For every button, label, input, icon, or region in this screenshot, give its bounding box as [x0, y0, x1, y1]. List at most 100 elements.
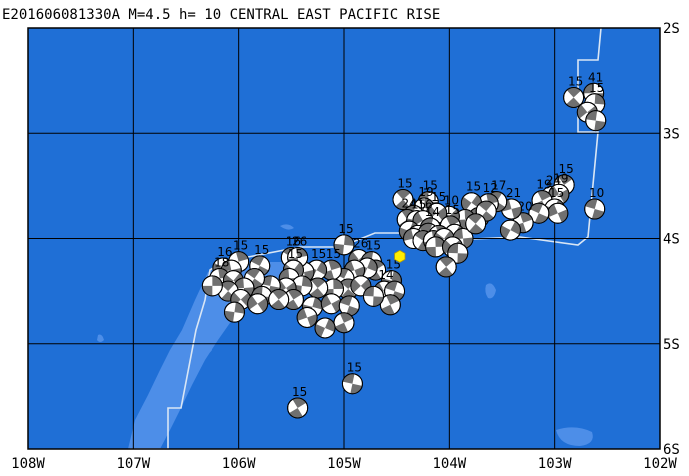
compressional-quadrant	[311, 277, 326, 288]
compressional-quadrant	[331, 299, 342, 313]
beachball-rim	[314, 317, 336, 339]
beachball-rim	[201, 275, 223, 297]
compressional-quadrant	[372, 296, 384, 307]
compressional-quadrant	[425, 246, 436, 257]
beachball-rim	[362, 285, 384, 307]
compressional-quadrant	[558, 189, 569, 203]
focal-mechanism: 15	[563, 74, 585, 108]
compressional-quadrant	[577, 104, 588, 119]
depth-label: 15	[423, 179, 438, 193]
beachball-rim	[287, 397, 309, 419]
beachball-rim	[341, 373, 363, 395]
compressional-quadrant	[234, 302, 245, 314]
compressional-quadrant	[310, 287, 325, 298]
lat-tick-label: 4S	[663, 232, 680, 248]
focal-mechanism	[314, 317, 336, 339]
depth-label: 15	[568, 74, 583, 88]
depth-label: 15	[288, 247, 303, 261]
compressional-quadrant	[224, 310, 235, 323]
compressional-quadrant	[566, 97, 581, 108]
compressional-quadrant	[391, 270, 402, 284]
compressional-quadrant	[500, 225, 511, 239]
lat-lon-grid	[28, 28, 660, 449]
focal-mechanism	[528, 202, 550, 224]
compressional-quadrant	[457, 253, 468, 264]
compressional-quadrant	[220, 281, 235, 292]
map-border	[27, 27, 661, 450]
compressional-quadrant	[288, 289, 302, 300]
compressional-quadrant	[395, 199, 410, 210]
focal-mechanism	[447, 242, 469, 264]
focal-mechanism	[379, 294, 401, 316]
compressional-quadrant	[403, 228, 414, 241]
compressional-quadrant	[413, 211, 423, 226]
compressional-quadrant	[202, 285, 213, 296]
compressional-quadrant	[594, 120, 606, 131]
depth-label: 15	[397, 177, 412, 191]
plate-boundary	[130, 28, 602, 449]
focal-mechanism	[333, 312, 355, 334]
shallow-bathymetry-patch-1	[556, 427, 593, 446]
beachball-rim	[392, 189, 414, 211]
compressional-quadrant	[461, 196, 472, 211]
beachball-rim	[465, 213, 487, 235]
focal-mechanism: 15	[392, 177, 414, 211]
focal-mechanisms: 4115151524191019152018211712151015151915…	[201, 70, 607, 419]
compressional-quadrant	[344, 234, 355, 246]
compressional-quadrant	[447, 243, 459, 254]
compressional-quadrant	[439, 256, 454, 267]
depth-label: 14	[378, 268, 393, 282]
compressional-quadrant	[468, 213, 483, 224]
depth-label: 14	[425, 205, 440, 219]
focal-mechanism	[307, 277, 329, 299]
beachball-rim	[379, 294, 401, 316]
focal-mechanism	[435, 256, 457, 278]
compressional-quadrant	[478, 201, 493, 212]
shallow-bathymetry-patch-2	[485, 283, 496, 299]
map-frame: 4115151524191019152018211712151015151915…	[28, 28, 660, 449]
compressional-quadrant	[272, 289, 287, 300]
lat-tick-label: 2S	[663, 21, 680, 37]
axis-labels: 108W 107W 106W 105W 104W 103W 102W 2S 3S 4S 5S 6S	[11, 21, 680, 472]
beachball-rim	[350, 275, 372, 297]
compressional-quadrant	[250, 255, 265, 266]
compressional-quadrant	[442, 239, 453, 254]
beachball-rim	[296, 306, 318, 328]
compressional-quadrant	[534, 213, 549, 224]
map-title: E201606081330A M=4.5 h= 10 CENTRAL EAST …	[2, 7, 440, 23]
focal-mechanism	[465, 213, 487, 235]
focal-mechanism	[223, 301, 245, 323]
lon-tick-label: 107W	[116, 456, 150, 472]
beachball-rim	[584, 198, 606, 220]
compressional-quadrant	[334, 322, 349, 333]
compressional-quadrant	[293, 262, 304, 277]
focal-mechanism	[247, 293, 269, 315]
lon-tick-label: 103W	[538, 456, 572, 472]
compressional-quadrant	[212, 275, 223, 286]
depth-label: 18	[214, 255, 229, 269]
focal-mechanism	[585, 110, 607, 132]
depth-label: 16	[217, 245, 232, 259]
depth-label: 15	[338, 222, 353, 236]
compressional-quadrant	[396, 189, 411, 200]
depth-label: 10	[444, 193, 459, 207]
compressional-quadrant	[583, 83, 594, 94]
beachball-rim	[247, 293, 269, 315]
shallow-bathymetry-patch-3	[204, 341, 212, 354]
depth-label: 15	[549, 186, 564, 200]
focal-mechanism	[201, 275, 223, 297]
focal-mechanism	[547, 202, 569, 224]
shallow-bathymetry-patch-4	[280, 224, 294, 230]
compressional-quadrant	[289, 407, 303, 418]
shallow-bathymetry-ridge	[128, 262, 300, 449]
lat-tick-label: 6S	[663, 442, 680, 458]
depth-label: 15	[326, 247, 341, 261]
depth-label: 16	[286, 234, 301, 248]
depth-label: 26	[292, 234, 307, 248]
compressional-quadrant	[463, 237, 474, 249]
depth-label: 41	[588, 70, 603, 84]
beachball-rim	[435, 256, 457, 278]
compressional-quadrant	[363, 286, 375, 297]
depth-label: 19	[536, 178, 551, 192]
